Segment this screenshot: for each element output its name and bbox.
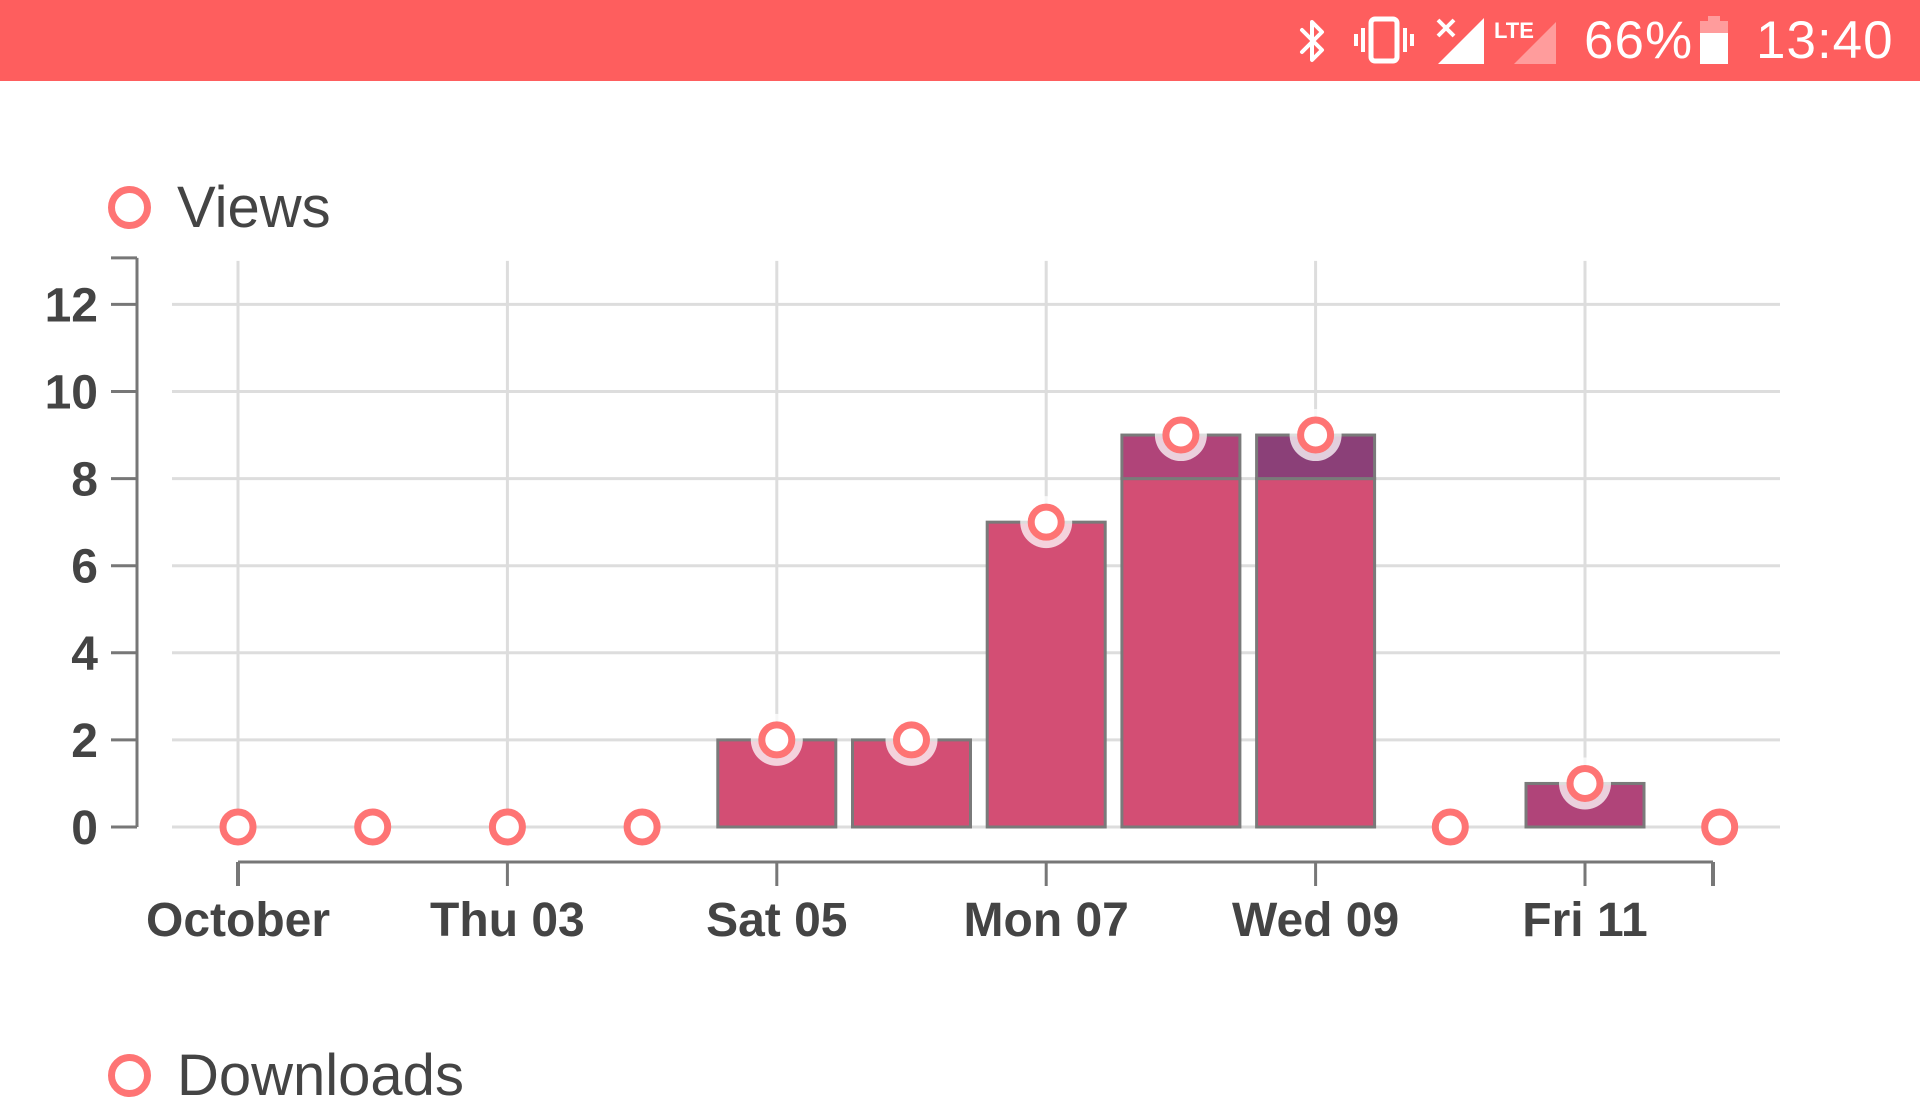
legend-views: Views — [108, 174, 331, 241]
lte-signal-icon: LTE — [1494, 18, 1556, 64]
bar — [1120, 477, 1242, 829]
x-tick-label: Thu 03 — [430, 894, 585, 947]
legend-views-label: Views — [177, 175, 331, 240]
y-tick-label: 2 — [71, 715, 98, 768]
data-point — [488, 808, 526, 846]
data-point — [1431, 808, 1469, 846]
x-tick-label: Fri 11 — [1522, 894, 1647, 947]
bar — [1255, 477, 1377, 829]
signal-no-service-icon — [1436, 18, 1484, 64]
legend-downloads-label: Downloads — [177, 1043, 464, 1108]
data-point — [1297, 416, 1335, 454]
grid — [172, 260, 1780, 829]
x-tick-label: October — [146, 894, 330, 947]
data-point — [1566, 764, 1604, 802]
data-point — [1027, 503, 1065, 541]
y-tick-label: 6 — [71, 541, 98, 594]
x-tick-label: Wed 09 — [1232, 894, 1399, 947]
bars — [716, 433, 1646, 829]
legend-downloads: Downloads — [108, 1042, 464, 1109]
y-tick-label: 12 — [45, 279, 98, 332]
x-tick-label: Sat 05 — [706, 894, 847, 947]
data-point — [893, 721, 930, 759]
views-chart: 0 2 4 6 8 10 12 October Thu 03 Sat 05 Mon 07 Wed 09… — [45, 256, 1780, 947]
views-marker-icon — [108, 186, 151, 229]
y-tick-label: 8 — [71, 454, 98, 507]
data-point — [1162, 416, 1200, 454]
bluetooth-icon — [1300, 20, 1324, 62]
y-tick-label: 10 — [45, 367, 98, 420]
svg-text:LTE: LTE — [1494, 18, 1534, 43]
x-tick-label: Mon 07 — [964, 894, 1129, 947]
vibrate-icon — [1354, 16, 1414, 64]
y-axis: 0 2 4 6 8 10 12 — [45, 256, 139, 855]
battery-icon — [1700, 16, 1728, 64]
views-points — [219, 409, 1739, 846]
data-point — [1701, 808, 1739, 846]
data-point — [623, 808, 661, 846]
data-point — [354, 808, 392, 846]
battery-percent: 66% — [1584, 11, 1694, 70]
y-tick-label: 0 — [71, 802, 98, 855]
downloads-marker-icon — [108, 1054, 151, 1097]
x-axis: October Thu 03 Sat 05 Mon 07 Wed 09 Fri 11 — [146, 860, 1715, 947]
clock-time: 13:40 — [1756, 11, 1894, 70]
data-point — [219, 808, 257, 846]
data-point — [758, 721, 796, 759]
y-tick-label: 4 — [71, 628, 98, 681]
bar — [985, 520, 1107, 829]
status-bar: LTE 66% 13:40 — [0, 0, 1920, 81]
